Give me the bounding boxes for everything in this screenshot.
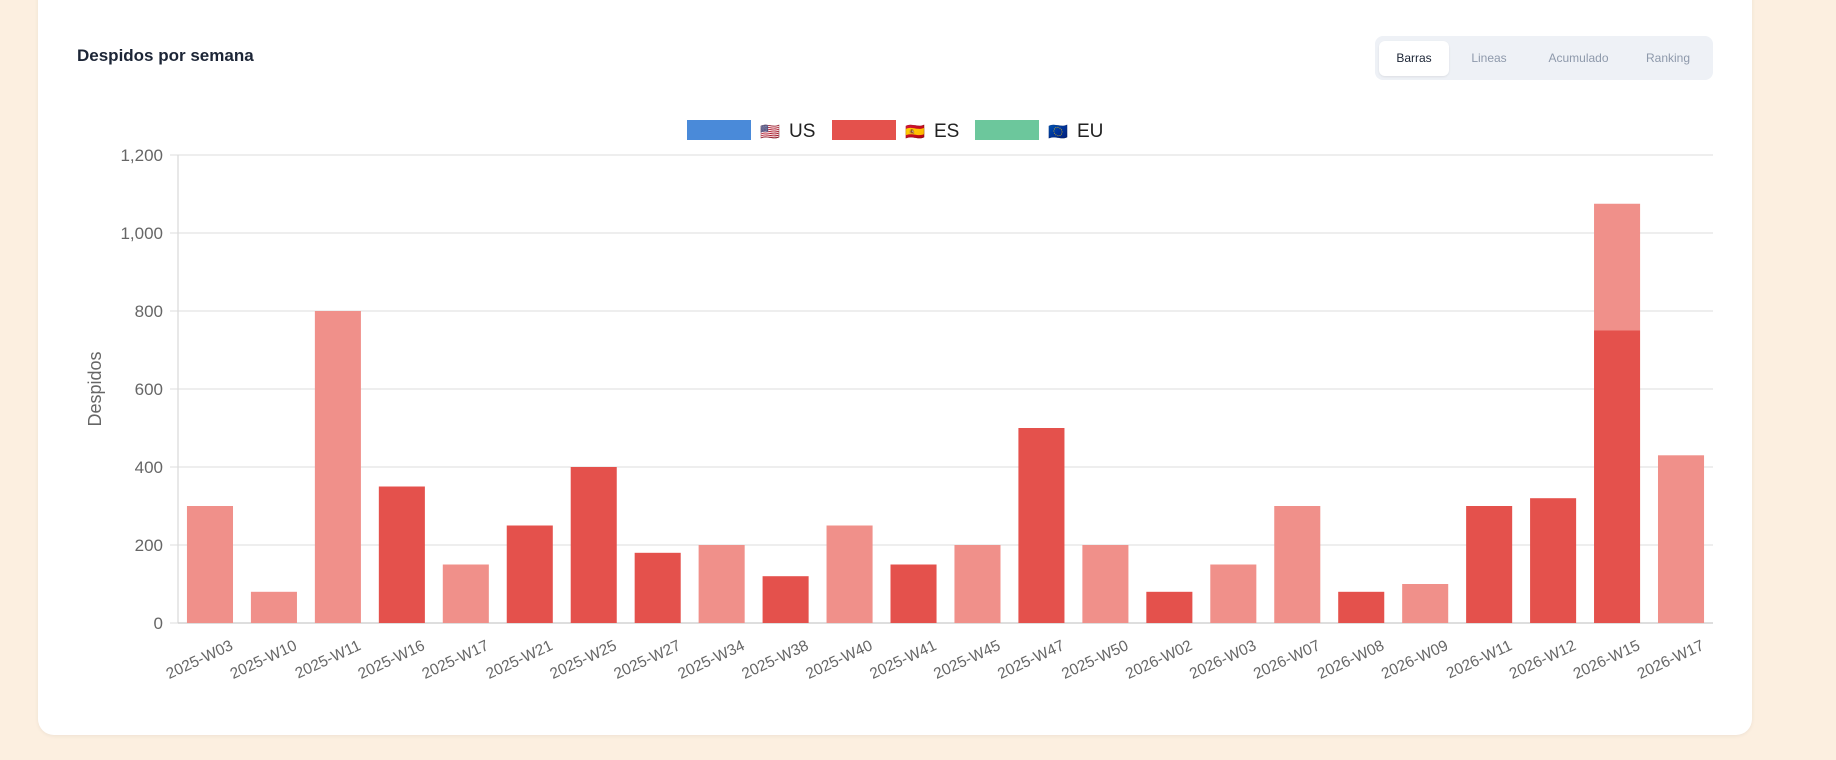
card-title: Despidos por semana: [77, 46, 254, 65]
y-axis-title: Despidos: [85, 351, 105, 426]
x-tick-label: 2025-W21: [483, 637, 555, 683]
x-tick-label: 2025-W27: [611, 637, 683, 683]
tab-barras[interactable]: Barras: [1379, 40, 1449, 76]
bar-segment: [442, 564, 489, 623]
x-tick-label: 2025-W45: [931, 637, 1003, 683]
x-tick-label: 2025-W38: [739, 637, 811, 683]
legend-flag-icon: 🇪🇺: [1048, 122, 1068, 141]
legend-flag-icon: 🇪🇸: [905, 122, 925, 141]
bar-segment: [1274, 506, 1321, 623]
bar-segment: [378, 486, 425, 623]
bar-segment: [826, 525, 873, 623]
x-tick-label: 2026-W02: [1123, 637, 1195, 683]
x-tick-label: 2026-W11: [1444, 637, 1515, 682]
x-tick-label: 2025-W10: [228, 637, 300, 683]
bar-segment: [1018, 428, 1065, 623]
y-tick-label: 600: [135, 380, 163, 399]
x-tick-label: 2026-W12: [1507, 637, 1579, 683]
bar-segment: [1146, 591, 1193, 623]
y-tick-label: 1,000: [120, 224, 163, 243]
x-tick-label: 2025-W17: [420, 637, 492, 683]
y-tick-label: 200: [135, 536, 163, 555]
x-tick-label: 2026-W15: [1571, 637, 1643, 683]
x-tick-label: 2025-W11: [293, 637, 364, 682]
tab-ranking[interactable]: Ranking: [1645, 51, 1691, 65]
x-tick-label: 2025-W40: [803, 637, 875, 683]
x-tick-label: 2026-W03: [1187, 637, 1259, 683]
bar-segment: [250, 591, 297, 623]
x-tick-label: 2025-W47: [995, 637, 1067, 683]
y-tick-label: 0: [154, 614, 163, 633]
bar-segment: [1082, 545, 1129, 623]
bar-segment: [634, 552, 681, 623]
x-tick-label: 2025-W25: [547, 637, 619, 683]
bar-segment: [570, 467, 617, 623]
bar-segment: [762, 576, 809, 623]
bar-segment: [1594, 203, 1641, 331]
legend-label: ES: [934, 121, 959, 142]
legend-label: US: [789, 121, 815, 142]
bar-segment: [1466, 506, 1513, 623]
legend-label: EU: [1077, 121, 1103, 142]
y-tick-label: 800: [135, 302, 163, 321]
x-tick-label: 2025-W50: [1059, 637, 1131, 683]
x-tick-label: 2025-W03: [164, 637, 236, 683]
x-tick-label: 2025-W16: [356, 637, 428, 683]
x-tick-label: 2026-W08: [1315, 637, 1387, 683]
bar-segment: [1530, 498, 1577, 623]
x-tick-label: 2025-W34: [675, 637, 747, 683]
x-tick-label: 2025-W41: [867, 637, 939, 683]
y-tick-label: 1,200: [120, 146, 163, 165]
bar-segment: [1338, 591, 1385, 623]
x-tick-label: 2026-W17: [1635, 637, 1707, 683]
tab-acumulado[interactable]: Acumulado: [1548, 51, 1609, 65]
bar-segment: [1402, 584, 1449, 623]
x-tick-label: 2026-W09: [1379, 637, 1451, 683]
view-tabs: Barras Lineas Acumulado Ranking: [1375, 36, 1713, 80]
legend-swatch: [832, 120, 896, 140]
x-tick-label: 2026-W07: [1251, 637, 1323, 683]
bar-segment: [1594, 330, 1641, 623]
bar-segment: [698, 545, 745, 623]
bar-segment: [1657, 455, 1705, 623]
legend-flag-icon: 🇺🇸: [760, 122, 780, 141]
bar-segment: [954, 545, 1001, 623]
y-tick-label: 400: [135, 458, 163, 477]
bar-segment: [1210, 564, 1257, 623]
legend-swatch: [687, 120, 751, 140]
legend-swatch: [975, 120, 1039, 140]
tab-lineas[interactable]: Lineas: [1471, 51, 1507, 65]
bar-segment: [314, 311, 361, 623]
bar-segment: [890, 564, 937, 623]
bar-segment: [506, 525, 553, 623]
bar-segment: [186, 506, 234, 623]
